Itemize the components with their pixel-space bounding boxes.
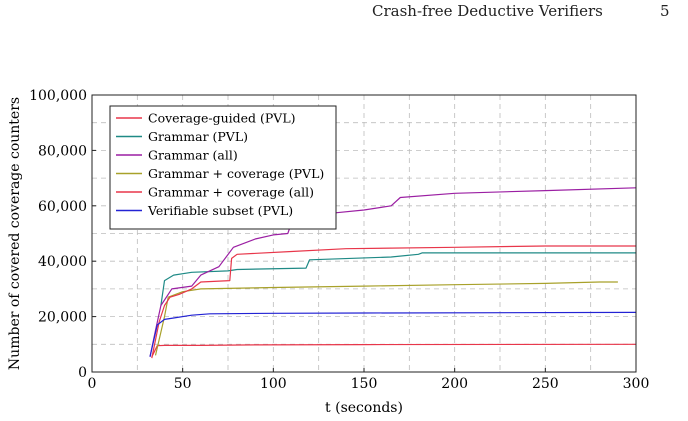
series-line-5 [149, 311, 637, 357]
x-tick-label: 300 [623, 376, 650, 392]
series-line-3 [154, 281, 618, 356]
legend: Coverage-guided (PVL) Grammar (PVL) Gramma… [109, 105, 337, 230]
y-tick-label: 20,000 [38, 310, 87, 326]
series-line-1 [160, 252, 636, 306]
y-tick-label: 100,000 [29, 88, 87, 104]
y-tick-label: 80,000 [38, 143, 87, 159]
legend-label-2: Grammar (all) [148, 148, 238, 163]
page-number: 5 [660, 2, 670, 20]
series-layer [149, 187, 637, 359]
y-tick-label: 60,000 [38, 199, 87, 215]
y-tick-label: 40,000 [38, 254, 87, 270]
legend-label-1: Grammar (PVL) [148, 129, 248, 144]
legend-box [109, 105, 337, 230]
x-tick-label: 250 [532, 376, 559, 392]
y-tick-label: 0 [78, 365, 87, 381]
tick-layer: 0 50 100 150 200 250 300 0 20,000 40,000 60,000 80,… [29, 88, 649, 392]
series-line-0 [151, 343, 637, 358]
legend-label-4: Grammar + coverage (all) [148, 185, 314, 200]
running-head: Crash-free Deductive Verifiers [372, 2, 603, 20]
x-tick-label: 150 [351, 376, 378, 392]
series-line-2 [149, 187, 637, 357]
legend-label-3: Grammar + coverage (PVL) [148, 166, 324, 181]
x-tick-label: 50 [174, 376, 192, 392]
series-line-4 [151, 245, 636, 359]
legend-label-0: Coverage-guided (PVL) [148, 111, 296, 126]
x-tick-label: 100 [260, 376, 287, 392]
legend-label-5: Verifiable subset (PVL) [147, 203, 293, 218]
x-tick-label: 200 [441, 376, 468, 392]
y-axis-label: Number of covered coverage counters [7, 97, 23, 370]
x-tick-label: 0 [88, 376, 97, 392]
x-axis-label: t (seconds) [325, 400, 403, 416]
